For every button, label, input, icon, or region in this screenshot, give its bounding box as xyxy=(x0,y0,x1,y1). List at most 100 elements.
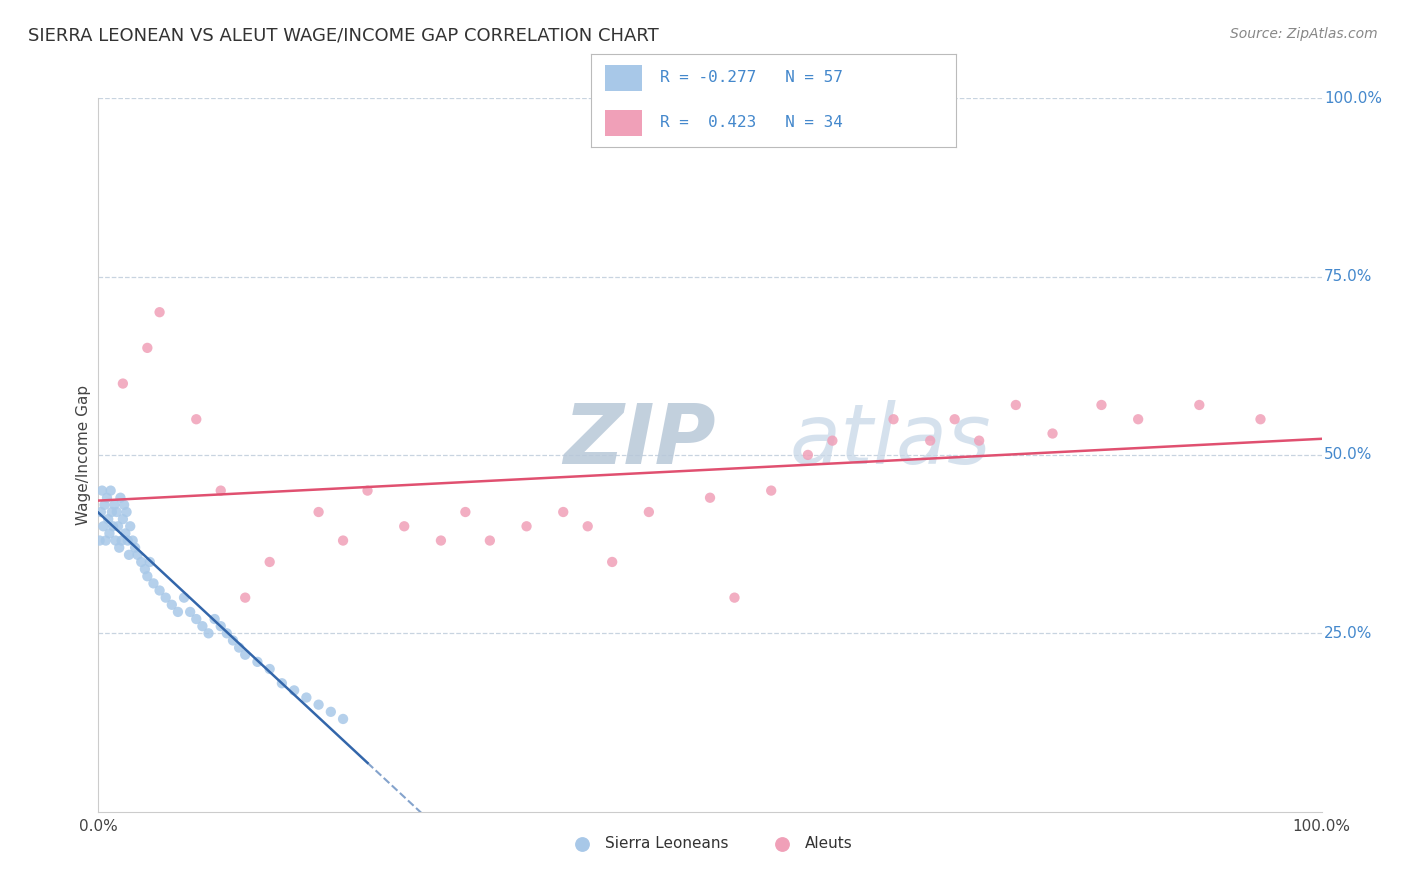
Text: Source: ZipAtlas.com: Source: ZipAtlas.com xyxy=(1230,27,1378,41)
Point xyxy=(101,519,124,533)
Point xyxy=(283,683,305,698)
Point xyxy=(127,548,149,562)
Point xyxy=(233,648,256,662)
Point xyxy=(129,555,152,569)
Point xyxy=(797,448,820,462)
Point xyxy=(1249,412,1271,426)
Point xyxy=(967,434,990,448)
Point xyxy=(319,705,342,719)
Point xyxy=(134,562,156,576)
Point xyxy=(124,541,146,555)
Point xyxy=(89,533,111,548)
Point xyxy=(1188,398,1211,412)
Point xyxy=(943,412,966,426)
Point xyxy=(553,505,575,519)
Text: ZIP: ZIP xyxy=(564,401,716,481)
Point xyxy=(167,605,190,619)
Point xyxy=(112,498,135,512)
Text: 75.0%: 75.0% xyxy=(1324,269,1372,284)
Point xyxy=(515,519,537,533)
Point xyxy=(139,555,162,569)
Point xyxy=(186,412,208,426)
Point xyxy=(222,633,245,648)
Point xyxy=(101,505,124,519)
Point xyxy=(98,526,121,541)
Point xyxy=(91,519,114,533)
Point xyxy=(97,512,120,526)
Point xyxy=(90,505,112,519)
Legend: Sierra Leoneans, Aleuts: Sierra Leoneans, Aleuts xyxy=(561,830,859,857)
Point xyxy=(93,498,115,512)
Text: 25.0%: 25.0% xyxy=(1324,626,1372,640)
Point xyxy=(108,541,131,555)
Point xyxy=(270,676,294,690)
Point xyxy=(136,341,159,355)
Point xyxy=(120,519,142,533)
Point xyxy=(576,519,599,533)
Point xyxy=(259,555,281,569)
Point xyxy=(136,569,159,583)
Point xyxy=(723,591,745,605)
Point xyxy=(259,662,281,676)
Point xyxy=(160,598,183,612)
Text: R =  0.423   N = 34: R = 0.423 N = 34 xyxy=(659,115,842,130)
Point xyxy=(121,533,143,548)
Point xyxy=(209,619,232,633)
Point xyxy=(104,533,127,548)
Bar xyxy=(605,110,641,136)
Point xyxy=(883,412,905,426)
Text: R = -0.277   N = 57: R = -0.277 N = 57 xyxy=(659,70,842,86)
Point xyxy=(94,533,117,548)
Text: 100.0%: 100.0% xyxy=(1324,91,1382,105)
Point xyxy=(149,305,172,319)
Point xyxy=(149,583,172,598)
Point xyxy=(600,555,623,569)
Point xyxy=(117,533,139,548)
Point xyxy=(1090,398,1112,412)
Point xyxy=(115,505,138,519)
Point xyxy=(761,483,783,498)
Point xyxy=(228,640,250,655)
Point xyxy=(332,533,354,548)
Point xyxy=(111,376,134,391)
Point xyxy=(478,533,501,548)
Point xyxy=(392,519,416,533)
Point xyxy=(100,483,122,498)
Point xyxy=(111,512,134,526)
Point xyxy=(356,483,378,498)
Point xyxy=(204,612,226,626)
Point xyxy=(96,491,118,505)
Point xyxy=(1042,426,1064,441)
Point xyxy=(699,491,721,505)
Point xyxy=(105,505,128,519)
Point xyxy=(246,655,269,669)
Point xyxy=(186,612,208,626)
Point xyxy=(920,434,942,448)
Point xyxy=(191,619,214,633)
Point xyxy=(173,591,195,605)
Point xyxy=(295,690,318,705)
Point xyxy=(430,533,453,548)
Text: SIERRA LEONEAN VS ALEUT WAGE/INCOME GAP CORRELATION CHART: SIERRA LEONEAN VS ALEUT WAGE/INCOME GAP … xyxy=(28,27,659,45)
Text: 50.0%: 50.0% xyxy=(1324,448,1372,462)
Point xyxy=(1128,412,1150,426)
Point xyxy=(179,605,201,619)
Point xyxy=(111,533,134,548)
Point xyxy=(197,626,219,640)
Point xyxy=(103,498,125,512)
Point xyxy=(233,591,256,605)
Point xyxy=(454,505,477,519)
Point xyxy=(332,712,354,726)
Point xyxy=(308,698,330,712)
Point xyxy=(308,505,330,519)
Point xyxy=(821,434,844,448)
Point xyxy=(91,483,114,498)
Point xyxy=(637,505,661,519)
Point xyxy=(1004,398,1026,412)
Point xyxy=(155,591,177,605)
Point xyxy=(209,483,232,498)
Bar xyxy=(605,65,641,91)
Point xyxy=(142,576,165,591)
Point xyxy=(215,626,238,640)
Point xyxy=(118,548,141,562)
